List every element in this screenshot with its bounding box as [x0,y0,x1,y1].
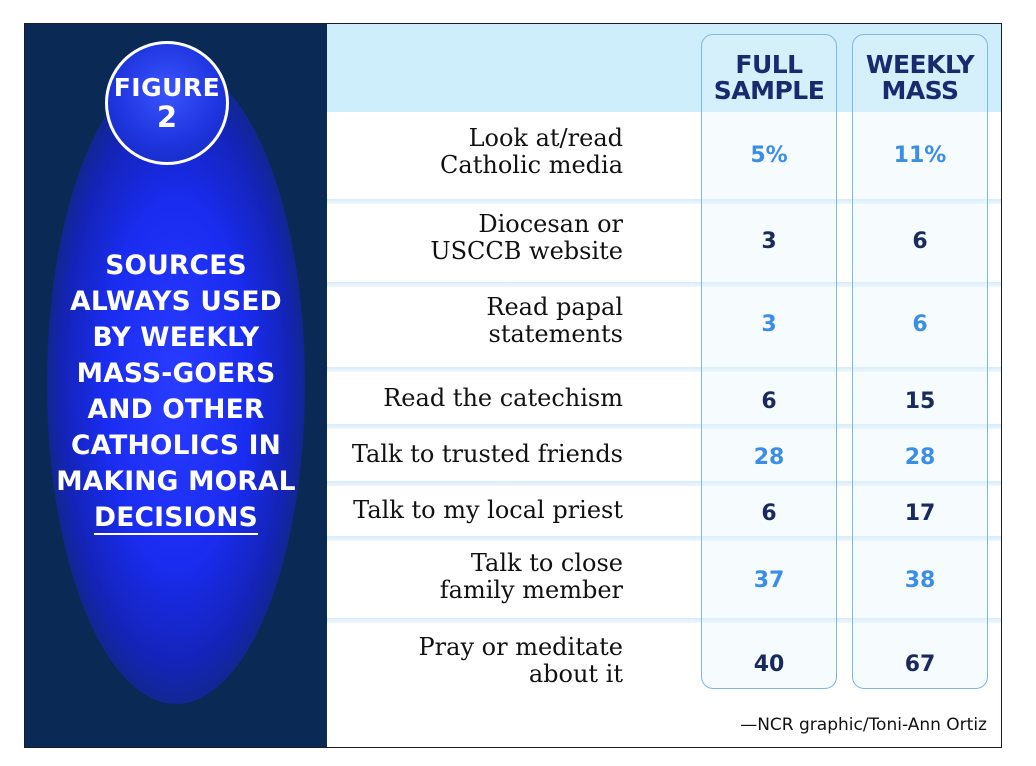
full-sample-value: 3 [761,312,777,337]
headline-line: AND OTHER [87,394,265,425]
weekly-mass-value: 67 [904,652,936,677]
column-header-line: MASS [881,76,959,105]
figure-number: 2 [156,100,178,134]
column-header-line: SAMPLE [713,76,825,105]
row-label-line: statements [488,320,624,348]
headline-last-line: DECISIONS [94,502,258,535]
left-panel: FIGURE 2 SOURCES ALWAYS USED BY WEEKLY M… [25,24,327,747]
row-label-line: Catholic media [440,151,623,179]
figure-frame: FIGURE 2 SOURCES ALWAYS USED BY WEEKLY M… [24,23,1002,748]
row-label-line: USCCB website [430,237,623,265]
row-label-line: Talk to close [470,549,623,577]
row-separator [327,282,1001,287]
header-band [327,24,1001,112]
full-sample-value: 3 [761,229,777,254]
row-label-line: Read the catechism [383,383,623,412]
row-separator [327,199,1001,204]
full-sample-column [701,34,837,689]
row-label: Read the catechism [327,383,623,412]
figure-badge: FIGURE 2 [105,41,229,165]
full-sample-value: 37 [753,568,785,593]
row-label: Look at/read Catholic media [327,125,623,179]
weekly-mass-value: 11% [893,143,947,168]
row-label: Pray or meditate about it [327,634,623,688]
row-label: Talk to close family member [327,550,623,604]
full-sample-value: 28 [753,445,785,470]
headline: SOURCES ALWAYS USED BY WEEKLY MASS-GOERS… [25,248,327,536]
weekly-mass-value: 28 [904,445,936,470]
weekly-mass-header: WEEKLY MASS [852,52,988,104]
row-label-line: Talk to my local priest [353,495,623,524]
full-sample-value: 6 [761,389,777,414]
credit-line: —NCR graphic/Toni-Ann Ortiz [740,715,987,735]
row-label-line: about it [528,660,623,688]
headline-line: ALWAYS USED [70,286,282,317]
weekly-mass-value: 6 [912,229,928,254]
headline-line: MASS-GOERS [76,358,276,389]
weekly-mass-value: 38 [904,568,936,593]
row-separator [327,367,1001,372]
full-sample-header: FULL SAMPLE [701,52,837,104]
column-header-line: WEEKLY [865,50,975,79]
row-separator [327,536,1001,541]
row-separator [327,424,1001,429]
weekly-mass-column [852,34,988,689]
headline-line: MAKING MORAL [56,466,296,497]
row-label-line: Look at/read [468,124,623,152]
row-separator [327,481,1001,486]
row-label-line: family member [439,576,623,604]
row-label-line: Talk to trusted friends [351,439,623,468]
row-separator [327,618,1001,623]
row-label-line: Pray or meditate [418,633,623,661]
row-label-line: Read papal [486,293,623,321]
row-label-line: Diocesan or [478,210,623,238]
column-header-line: FULL [735,50,803,79]
blue-glow [47,64,305,704]
row-label: Talk to trusted friends [327,439,623,468]
full-sample-value: 6 [761,501,777,526]
row-label: Diocesan or USCCB website [327,211,623,265]
weekly-mass-value: 6 [912,312,928,337]
full-sample-value: 40 [753,652,785,677]
full-sample-value: 5% [750,143,788,168]
headline-line: SOURCES [105,250,247,281]
weekly-mass-value: 17 [904,501,936,526]
weekly-mass-value: 15 [904,389,936,414]
headline-line: CATHOLICS IN [70,430,282,461]
row-label: Talk to my local priest [327,495,623,524]
row-label: Read papal statements [327,294,623,348]
figure-label: FIGURE [113,73,221,102]
headline-line: BY WEEKLY [92,322,260,353]
